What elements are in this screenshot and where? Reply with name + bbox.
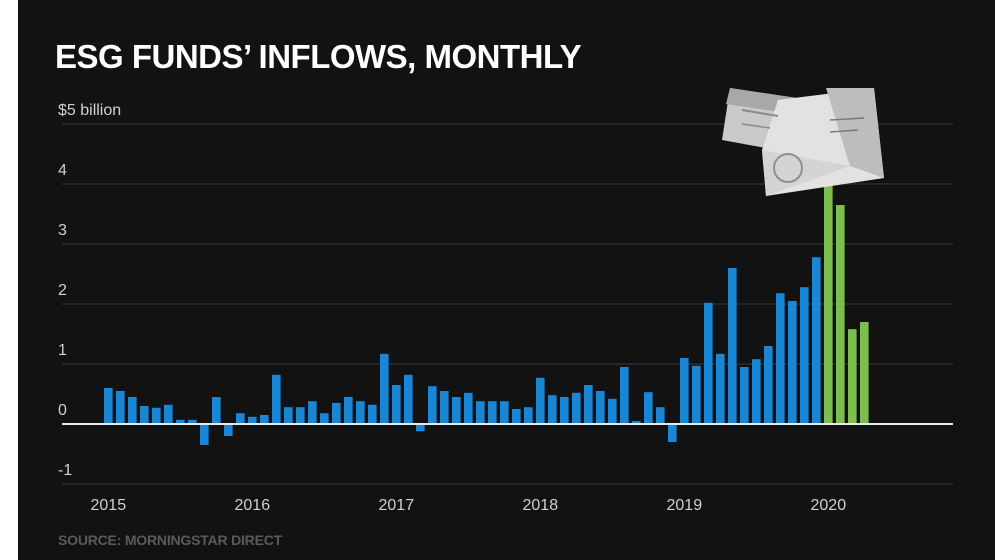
bar xyxy=(176,419,185,424)
bar xyxy=(728,268,737,424)
bar xyxy=(284,407,293,424)
bar xyxy=(188,419,197,424)
bar xyxy=(140,406,149,424)
bar xyxy=(584,385,593,424)
y-tick-label: 0 xyxy=(58,402,67,419)
y-axis-labels: $5 billion 4 3 2 1 0 -1 xyxy=(58,102,121,479)
bar xyxy=(248,416,257,424)
x-tick-label: 2019 xyxy=(667,497,703,514)
folded-dollar-bill-illustration xyxy=(722,88,884,196)
bar xyxy=(836,205,845,424)
bar xyxy=(800,287,809,424)
y-tick-label: 1 xyxy=(58,342,67,359)
bar xyxy=(152,407,161,424)
bar xyxy=(860,322,869,424)
gridlines xyxy=(62,123,953,485)
bar xyxy=(236,413,245,424)
bar xyxy=(380,353,389,424)
bar xyxy=(428,386,437,424)
bar xyxy=(608,398,617,424)
bar xyxy=(668,424,677,442)
bar xyxy=(512,409,521,424)
bar xyxy=(128,397,137,424)
bar xyxy=(308,401,317,424)
bar xyxy=(596,391,605,424)
x-tick-label: 2020 xyxy=(811,497,847,514)
bar xyxy=(212,397,221,424)
bar xyxy=(356,401,365,424)
bar xyxy=(524,407,533,424)
bar xyxy=(656,407,665,424)
bar xyxy=(740,367,749,424)
source-note: SOURCE: MORNINGSTAR DIRECT xyxy=(58,532,282,548)
bar xyxy=(536,377,545,424)
bar xyxy=(272,374,281,424)
bar xyxy=(296,407,305,424)
bar xyxy=(440,391,449,424)
bar xyxy=(104,388,113,424)
bar xyxy=(764,346,773,424)
x-tick-label: 2015 xyxy=(91,497,127,514)
bar xyxy=(332,403,341,424)
bar xyxy=(572,392,581,424)
chart-title: ESG FUNDS’ INFLOWS, MONTHLY xyxy=(55,38,582,75)
bar xyxy=(716,353,725,424)
y-tick-label: 2 xyxy=(58,282,67,299)
bars xyxy=(104,115,869,445)
x-axis-labels: 2015 2016 2017 2018 2019 2020 xyxy=(91,497,847,514)
y-tick-label: 4 xyxy=(58,162,67,179)
bar xyxy=(392,385,401,424)
y-tick-label: $5 billion xyxy=(58,102,121,119)
bar xyxy=(260,415,269,424)
bar xyxy=(488,401,497,424)
bar xyxy=(752,359,761,424)
bar xyxy=(500,401,509,424)
bar xyxy=(632,421,641,424)
bar xyxy=(476,401,485,424)
bar xyxy=(680,358,689,424)
bar xyxy=(344,397,353,424)
bar xyxy=(848,329,857,424)
chart-panel: ESG FUNDS’ INFLOWS, MONTHLY $5 billion 4 3… xyxy=(18,0,995,560)
bar xyxy=(116,391,125,424)
bar xyxy=(224,424,233,436)
bar xyxy=(692,365,701,424)
x-tick-label: 2016 xyxy=(235,497,271,514)
bar xyxy=(164,404,173,424)
x-tick-label: 2017 xyxy=(379,497,415,514)
bar xyxy=(704,302,713,424)
x-tick-label: 2018 xyxy=(523,497,559,514)
bar xyxy=(404,374,413,424)
bar xyxy=(416,424,425,432)
bar xyxy=(200,424,209,445)
y-tick-label: 3 xyxy=(58,222,67,239)
bar xyxy=(812,257,821,424)
bar xyxy=(824,115,833,424)
bar xyxy=(776,293,785,424)
bar xyxy=(644,392,653,424)
bar xyxy=(368,404,377,424)
bar xyxy=(320,413,329,424)
bar xyxy=(788,301,797,424)
bar xyxy=(560,397,569,424)
bar xyxy=(548,395,557,424)
bar xyxy=(464,392,473,424)
bar xyxy=(620,367,629,424)
bar xyxy=(452,397,461,424)
y-tick-label: -1 xyxy=(58,462,72,479)
